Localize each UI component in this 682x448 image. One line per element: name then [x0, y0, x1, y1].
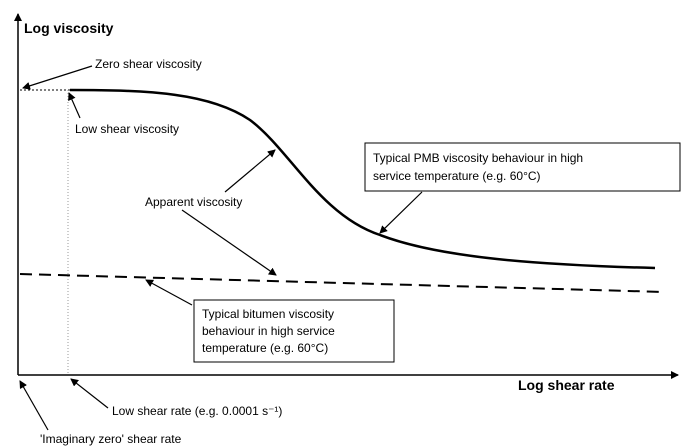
arrow — [19, 380, 49, 431]
arrow — [70, 378, 109, 409]
pmb-curve — [69, 88, 656, 270]
arrow — [22, 65, 93, 90]
annotation: Apparent viscosity — [145, 195, 242, 209]
arrow — [181, 209, 277, 276]
arrow — [224, 149, 276, 193]
bitumen-curve — [19, 273, 666, 293]
annotation: Zero shear viscosity — [95, 57, 202, 71]
box-text: service temperature (e.g. 60°C) — [373, 169, 541, 183]
arrow — [145, 279, 193, 306]
bitumen-box — [193, 299, 395, 363]
annotation: Low shear viscosity — [75, 122, 179, 136]
y-axis-label: Log viscosity — [24, 20, 114, 36]
box-text: temperature (e.g. 60°C) — [202, 341, 328, 355]
box-text: Typical bitumen viscosity — [202, 307, 334, 321]
box-text: behaviour in high service — [202, 324, 335, 338]
annotation: Low shear rate (e.g. 0.0001 s⁻¹) — [112, 404, 282, 418]
arrow — [379, 191, 423, 234]
x-axis-label: Log shear rate — [518, 377, 615, 393]
pmb-box — [364, 142, 681, 192]
annotation: 'Imaginary zero' shear rate — [40, 432, 182, 446]
box-text: Typical PMB viscosity behaviour in high — [373, 151, 583, 165]
arrow — [68, 92, 81, 119]
